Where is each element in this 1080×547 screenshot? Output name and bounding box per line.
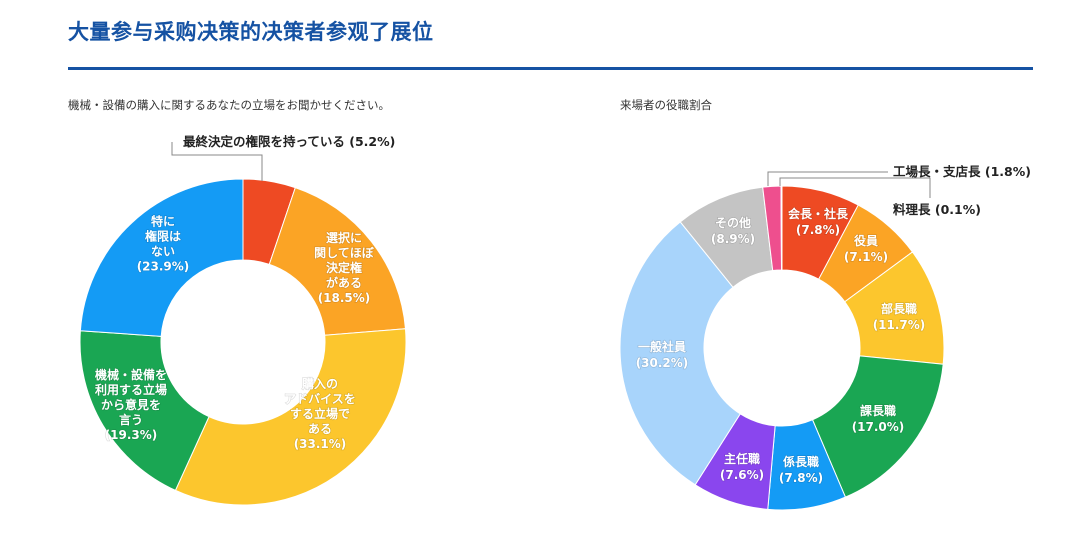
- right-callout-line-8: [767, 171, 888, 186]
- left-slice-4: [79, 178, 244, 337]
- right-slice-label-2: 部長職(11.7%): [873, 301, 926, 332]
- left-callout-line-0: [171, 142, 263, 181]
- left-slice-2: [174, 328, 407, 506]
- right-callout-line-9: [779, 177, 931, 198]
- right-callout-label-8: 工場長・支店長 (1.8%): [893, 164, 1031, 179]
- right-slice-label-5: 主任職(7.6%): [720, 451, 764, 482]
- page-title: 大量参与采购决策的决策者参观了展位: [68, 20, 434, 44]
- right-slice-label-7: その他(8.9%): [711, 215, 755, 246]
- left-callout-label-0: 最終決定の権限を持っている (5.2%): [183, 134, 395, 149]
- right-slice-label-1: 役員(7.1%): [844, 233, 888, 264]
- left-slice-label-1: 選択に関してほぼ決定権がある(18.5%): [314, 230, 375, 305]
- right-chart-title: 来場者の役職割合: [620, 98, 712, 112]
- right-slice-label-3: 課長職(17.0%): [852, 403, 905, 434]
- left-slice-label-4: 特に権限はない(23.9%): [137, 214, 190, 274]
- left-slice-1: [268, 186, 406, 336]
- right-slice-label-4: 係長職(7.8%): [779, 454, 823, 485]
- title-rule: [68, 67, 1033, 70]
- right-callout-label-9: 料理長 (0.1%): [893, 202, 981, 217]
- left-slice-label-3: 機械・設備を利用する立場から意見を言う(19.3%): [95, 367, 167, 442]
- right-slice-6: [619, 221, 741, 486]
- left-chart-title: 機械・設備の購入に関するあなたの立場をお聞かせください。: [68, 98, 390, 112]
- right-slice-label-6: 一般社員(30.2%): [636, 339, 689, 370]
- right-slice-label-0: 会長・社長(7.8%): [788, 206, 849, 237]
- right-slice-9: [780, 185, 783, 271]
- left-slice-label-2: 購入のアドバイスをする立場である(33.1%): [284, 376, 356, 451]
- left-slice-3: [79, 330, 210, 492]
- right-slice-3: [811, 355, 944, 498]
